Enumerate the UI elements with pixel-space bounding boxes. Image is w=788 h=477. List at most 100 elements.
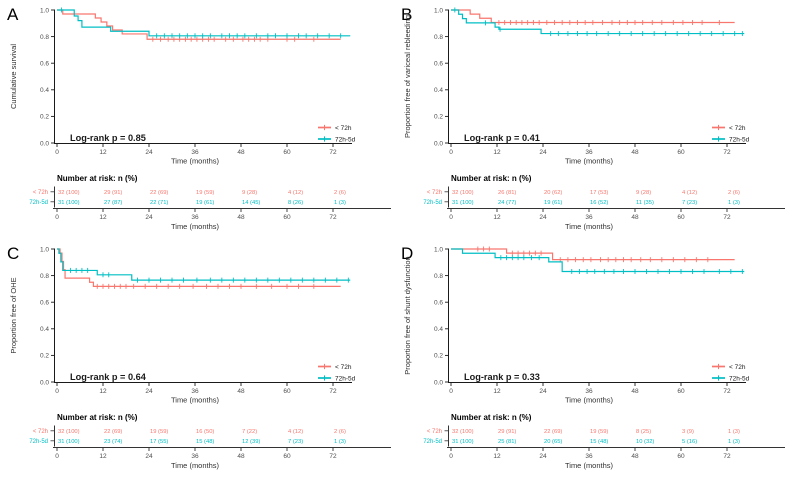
x-tick-label: 0 bbox=[449, 388, 453, 395]
risk-value: 3 (9) bbox=[682, 429, 694, 435]
legend-label: 72h-5d bbox=[335, 136, 356, 143]
km-panel-c: C 0.0 0.2 0.4 0.6 0.8 1.0 Proportion free of OH… bbox=[0, 239, 394, 477]
risk-x-tick-label: 12 bbox=[99, 453, 107, 460]
risk-value: 19 (61) bbox=[544, 200, 562, 206]
risk-value: 31 (100) bbox=[58, 439, 80, 445]
y-tick-label: 0.8 bbox=[434, 272, 443, 279]
x-tick-label: 60 bbox=[677, 149, 685, 156]
risk-value: 1 (3) bbox=[728, 439, 740, 445]
y-tick-label: 0.4 bbox=[40, 87, 49, 94]
risk-value: 24 (77) bbox=[498, 200, 516, 206]
risk-value: 1 (3) bbox=[334, 200, 346, 206]
risk-value: 4 (12) bbox=[288, 429, 303, 435]
risk-value: 32 (100) bbox=[58, 429, 80, 435]
legend-label: < 72h bbox=[335, 125, 352, 132]
km-panel-a: A 0.0 0.2 0.4 0.6 0.8 1.0 Cumulative survival 0 1… bbox=[0, 0, 394, 239]
risk-value: 8 (25) bbox=[636, 429, 651, 435]
risk-x-tick-label: 24 bbox=[145, 453, 153, 460]
risk-value: 23 (74) bbox=[104, 439, 122, 445]
risk-x-tick-label: 36 bbox=[191, 214, 199, 221]
risk-x-tick-label: 48 bbox=[237, 214, 245, 221]
risk-value: 25 (81) bbox=[498, 439, 516, 445]
y-axis-title: Proportion free of shunt dysfunction bbox=[403, 256, 412, 374]
risk-value: 19 (59) bbox=[196, 190, 214, 196]
legend-label: < 72h bbox=[335, 363, 352, 370]
risk-x-tick-label: 0 bbox=[55, 214, 59, 221]
risk-value: 22 (69) bbox=[150, 190, 168, 196]
legend-label: 72h-5d bbox=[729, 136, 750, 143]
x-axis-title: Time (months) bbox=[171, 395, 220, 404]
risk-value: 22 (71) bbox=[150, 200, 168, 206]
x-tick-label: 0 bbox=[449, 149, 453, 156]
x-tick-label: 48 bbox=[237, 388, 245, 395]
panel-label: C bbox=[7, 244, 19, 263]
risk-value: 2 (6) bbox=[334, 429, 346, 435]
x-axis-title: Time (months) bbox=[565, 157, 614, 166]
y-tick-label: 0.8 bbox=[434, 34, 443, 41]
y-tick-label: 1.0 bbox=[434, 246, 443, 253]
x-tick-label: 36 bbox=[191, 388, 199, 395]
x-tick-label: 12 bbox=[99, 149, 107, 156]
risk-value: 1 (3) bbox=[728, 200, 740, 206]
logrank-annotation: Log-rank p = 0.41 bbox=[464, 133, 540, 143]
y-tick-label: 0.0 bbox=[40, 140, 49, 147]
risk-row-label: 72h-5d bbox=[423, 200, 442, 206]
km-panel-svg: B 0.0 0.2 0.4 0.6 0.8 1.0 Proportion free of va… bbox=[401, 5, 785, 231]
risk-row-label: 72h-5d bbox=[29, 439, 48, 445]
risk-row-label: < 72h bbox=[427, 429, 442, 435]
legend-label: 72h-5d bbox=[335, 375, 356, 382]
km-curve bbox=[57, 9, 341, 40]
risk-value: 10 (32) bbox=[636, 439, 654, 445]
risk-value: 9 (28) bbox=[242, 190, 257, 196]
risk-value: 7 (23) bbox=[288, 439, 303, 445]
risk-row-label: < 72h bbox=[33, 429, 48, 435]
risk-value: 15 (48) bbox=[196, 439, 214, 445]
km-curve bbox=[57, 9, 351, 37]
panel-label: B bbox=[401, 5, 412, 24]
x-tick-label: 12 bbox=[493, 149, 501, 156]
risk-x-axis-title: Time (months) bbox=[565, 461, 614, 470]
risk-row-label: 72h-5d bbox=[423, 439, 442, 445]
y-tick-label: 0.4 bbox=[434, 326, 443, 333]
x-tick-label: 36 bbox=[585, 149, 593, 156]
risk-x-tick-label: 72 bbox=[329, 214, 337, 221]
risk-x-axis-title: Time (months) bbox=[171, 461, 220, 470]
risk-x-tick-label: 48 bbox=[237, 453, 245, 460]
risk-value: 26 (81) bbox=[498, 190, 516, 196]
risk-x-tick-label: 0 bbox=[55, 453, 59, 460]
km-curve bbox=[57, 247, 341, 287]
y-tick-label: 0.0 bbox=[434, 140, 443, 147]
y-tick-label: 0.6 bbox=[40, 61, 49, 68]
risk-value: 4 (12) bbox=[288, 190, 303, 196]
risk-value: 29 (91) bbox=[104, 190, 122, 196]
risk-x-tick-label: 72 bbox=[723, 453, 731, 460]
risk-x-tick-label: 48 bbox=[631, 453, 639, 460]
risk-value: 16 (52) bbox=[590, 200, 608, 206]
risk-x-axis-title: Time (months) bbox=[171, 222, 220, 231]
y-axis-title: Proportion free of OHE bbox=[9, 277, 18, 353]
risk-x-axis-title: Time (months) bbox=[565, 222, 614, 231]
risk-value: 15 (48) bbox=[590, 439, 608, 445]
x-tick-label: 36 bbox=[191, 149, 199, 156]
y-axis-title: Cumulative survival bbox=[9, 44, 18, 109]
km-panel-svg: C 0.0 0.2 0.4 0.6 0.8 1.0 Proportion free of OH… bbox=[7, 244, 391, 470]
risk-value: 31 (100) bbox=[452, 439, 474, 445]
y-tick-label: 0.0 bbox=[434, 379, 443, 386]
risk-x-tick-label: 12 bbox=[493, 453, 501, 460]
risk-value: 1 (3) bbox=[728, 429, 740, 435]
x-tick-label: 36 bbox=[585, 388, 593, 395]
risk-x-tick-label: 48 bbox=[631, 214, 639, 221]
risk-value: 32 (100) bbox=[452, 190, 474, 196]
risk-value: 29 (91) bbox=[498, 429, 516, 435]
risk-value: 9 (28) bbox=[636, 190, 651, 196]
x-tick-label: 0 bbox=[55, 388, 59, 395]
km-panel-b: B 0.0 0.2 0.4 0.6 0.8 1.0 Proportion free of va… bbox=[394, 0, 788, 239]
risk-value: 20 (62) bbox=[544, 190, 562, 196]
km-curve bbox=[451, 9, 745, 35]
risk-x-tick-label: 12 bbox=[493, 214, 501, 221]
km-panel-svg: D 0.0 0.2 0.4 0.6 0.8 1.0 Proportion free of sh… bbox=[401, 244, 785, 470]
risk-value: 14 (45) bbox=[242, 200, 260, 206]
risk-value: 16 (50) bbox=[196, 429, 214, 435]
risk-x-tick-label: 72 bbox=[723, 214, 731, 221]
